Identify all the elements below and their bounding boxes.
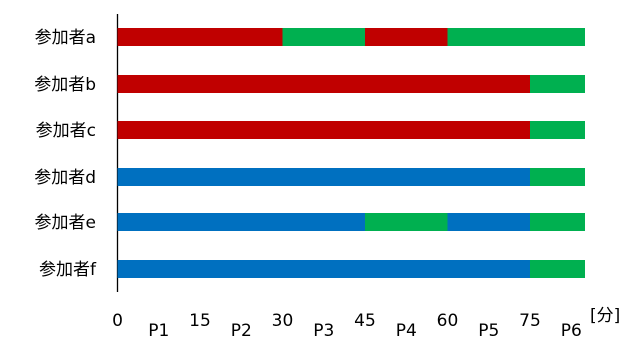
category-label: 参加者e [35, 213, 96, 233]
category-label: 参加者a [35, 28, 96, 48]
bar-segment-0-0 [117, 28, 283, 46]
phase-label: P5 [478, 321, 499, 340]
bar-segment-4-3 [530, 213, 585, 231]
phase-label: P1 [148, 321, 169, 340]
x-tick-label: 0 [112, 311, 123, 331]
bar-segment-4-1 [365, 213, 448, 231]
phase-label: P3 [313, 321, 334, 340]
x-unit-label: [分] [590, 306, 620, 326]
bar-segment-2-0 [117, 121, 530, 139]
bar-segment-4-2 [447, 213, 530, 231]
phase-label: P2 [231, 321, 252, 340]
x-tick-label: 30 [272, 311, 294, 331]
bar-segment-4-0 [117, 213, 365, 231]
bars-group [117, 28, 585, 278]
phase-label: P6 [561, 321, 582, 340]
bar-segment-0-2 [365, 28, 448, 46]
category-label: 参加者b [34, 75, 96, 95]
bar-segment-5-1 [530, 260, 585, 278]
bar-segment-3-1 [530, 168, 585, 186]
category-label: 参加者c [36, 121, 96, 141]
bar-segment-5-0 [117, 260, 530, 278]
x-tick-label: 45 [354, 311, 376, 331]
category-label: 参加者f [39, 260, 97, 280]
bar-segment-2-1 [530, 121, 585, 139]
phase-labels-group: P1 P2 P3 P4 P5 P6 [148, 321, 582, 340]
category-label: 参加者d [34, 168, 96, 188]
x-tick-label: 75 [519, 311, 541, 331]
x-ticks-group: 0 15 30 45 60 75 [112, 311, 541, 331]
category-labels: 参加者a 参加者b 参加者c 参加者d 参加者e 参加者f [34, 28, 97, 280]
bar-segment-0-3 [447, 28, 585, 46]
phase-label: P4 [396, 321, 417, 340]
x-tick-label: 60 [437, 311, 459, 331]
x-tick-label: 15 [189, 311, 211, 331]
bar-segment-3-0 [117, 168, 530, 186]
bar-segment-1-0 [117, 75, 530, 93]
bar-segment-1-1 [530, 75, 585, 93]
bar-segment-0-1 [282, 28, 365, 46]
